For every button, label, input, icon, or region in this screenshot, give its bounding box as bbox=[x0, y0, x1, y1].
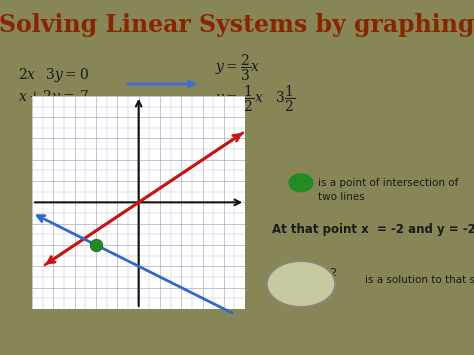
Text: X = -2: X = -2 bbox=[302, 268, 337, 278]
Text: $x+2y=\;7$: $x+2y=\;7$ bbox=[18, 88, 90, 106]
Text: $y=\;\dfrac{1}{2}x\quad 3\dfrac{1}{2}$: $y=\;\dfrac{1}{2}x\quad 3\dfrac{1}{2}$ bbox=[215, 84, 295, 114]
Text: $2x\;\;\; 3y=0$: $2x\;\;\; 3y=0$ bbox=[18, 66, 89, 84]
Text: is a point of intersection of: is a point of intersection of bbox=[318, 178, 458, 188]
Text: Solving Linear Systems by graphing: Solving Linear Systems by graphing bbox=[0, 13, 474, 37]
Text: $y=\dfrac{2}{3}x$: $y=\dfrac{2}{3}x$ bbox=[215, 53, 260, 83]
Text: is a solution to that system: is a solution to that system bbox=[365, 275, 474, 285]
Text: At that point x  = -2 and y = -2: At that point x = -2 and y = -2 bbox=[272, 224, 474, 236]
Text: Y = -2: Y = -2 bbox=[302, 283, 336, 293]
Text: two lines: two lines bbox=[318, 192, 365, 202]
